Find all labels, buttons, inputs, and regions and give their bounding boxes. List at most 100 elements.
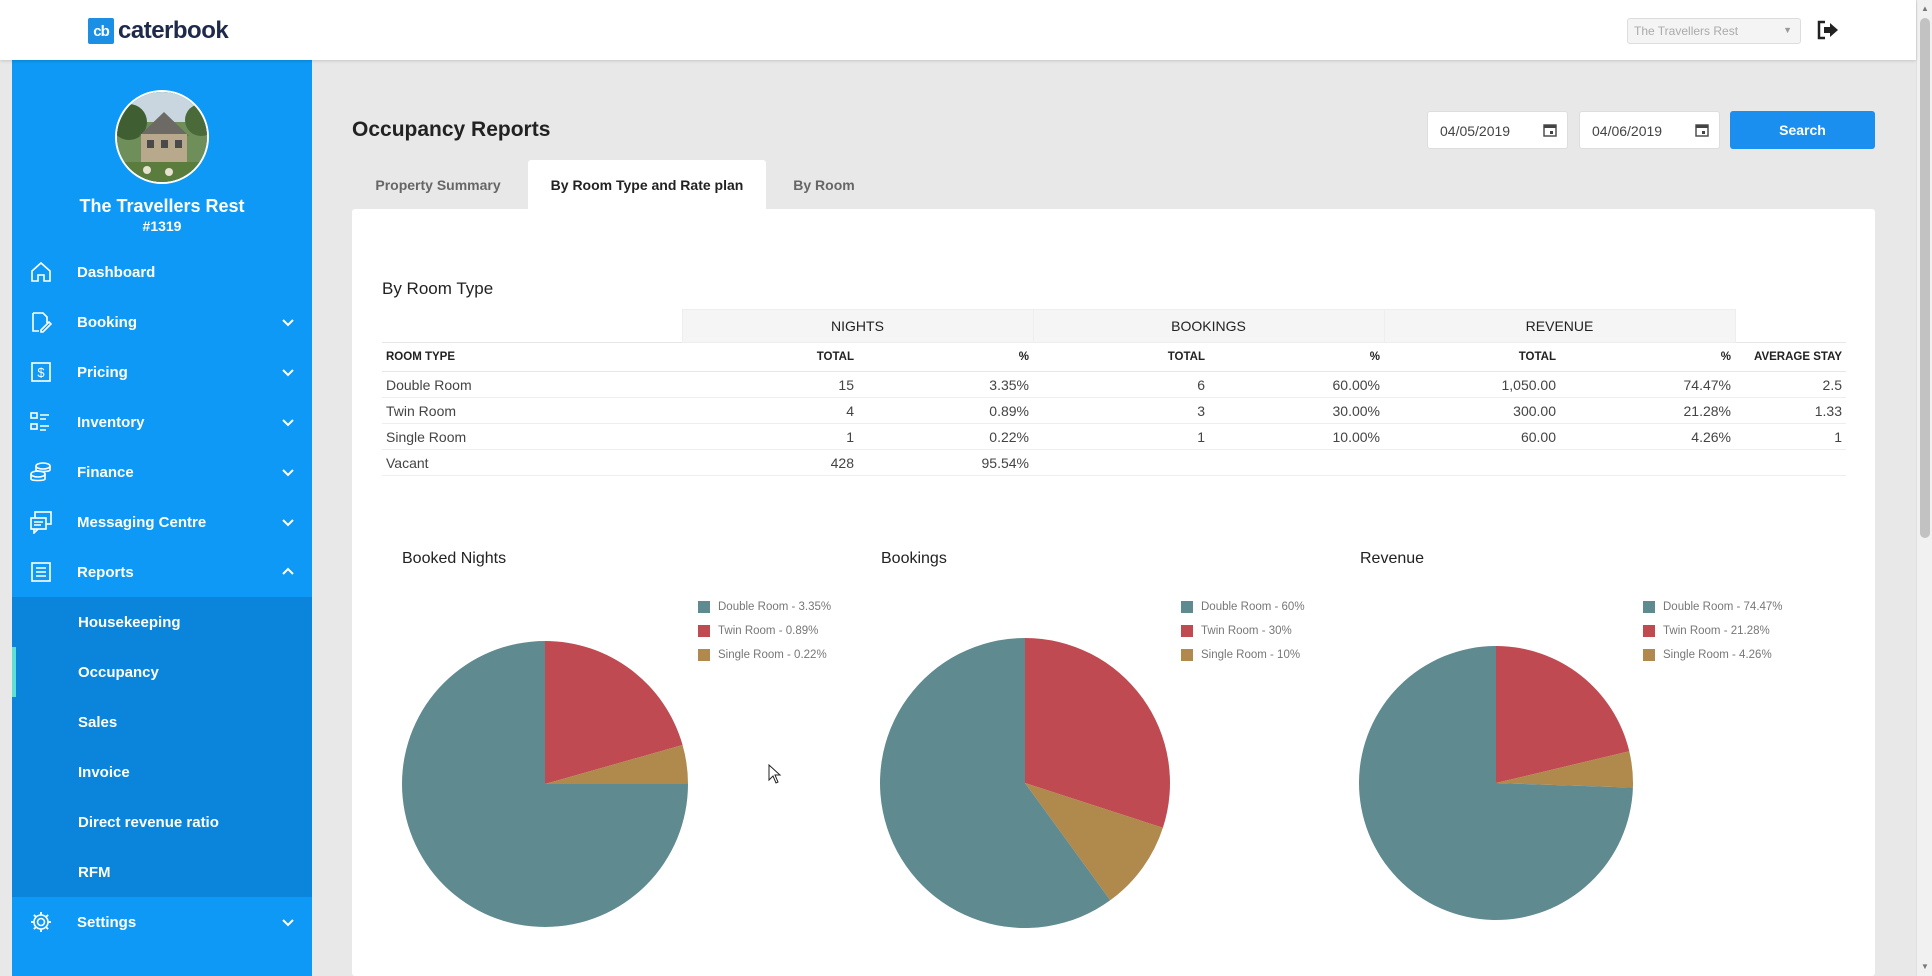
date-to-input[interactable]: 04/06/2019 [1579,111,1720,149]
chart-legend: Double Room - 60% Twin Room - 30% Single… [1181,595,1305,667]
bookings-pie-chart [879,638,1170,928]
submenu-item-invoice[interactable]: Invoice [78,763,130,781]
pie-slice-double-room[interactable] [879,638,1111,928]
pie-slice-twin-room[interactable] [1025,638,1170,828]
pie-slice-twin-room[interactable] [545,641,683,784]
tab-by-room[interactable]: By Room [793,177,855,193]
legend-item[interactable]: Twin Room - 0.89% [698,619,831,643]
pie-slice-twin-room[interactable] [1496,646,1630,783]
sidebar-item-reports[interactable]: Reports [12,547,312,597]
sidebar-item-finance[interactable]: Finance [12,447,312,497]
svg-text:$: $ [37,365,45,380]
property-avatar [115,90,209,184]
table-cell: 3 [1033,397,1209,424]
table-cell: 300.00 [1384,397,1560,424]
chart-title-bookings: Bookings [881,550,947,567]
column-header[interactable]: TOTAL [1033,342,1209,372]
legend-label: Double Room - 74.47% [1663,601,1783,613]
legend-swatch [698,601,710,613]
revenue-pie-chart [1359,646,1633,920]
column-header[interactable]: TOTAL [682,342,858,372]
sidebar-nav: Dashboard Booking $ Pricing Inventory [12,247,312,947]
legend-item[interactable]: Twin Room - 30% [1181,619,1305,643]
legend-item[interactable]: Twin Room - 21.28% [1643,619,1783,643]
legend-label: Double Room - 60% [1201,601,1305,613]
table-cell: Double Room [382,371,682,398]
legend-swatch [1181,625,1193,637]
pie-slice-single-room[interactable] [1496,751,1633,788]
calendar-icon[interactable] [1695,123,1709,137]
column-header[interactable]: % [1209,342,1384,372]
column-header[interactable]: TOTAL [1384,342,1560,372]
property-select[interactable]: The Travellers Rest ▼ [1627,18,1801,44]
legend-item[interactable]: Double Room - 60% [1181,595,1305,619]
date-from-value: 04/05/2019 [1440,123,1511,139]
sidebar-item-pricing[interactable]: $ Pricing [12,347,312,397]
calendar-icon[interactable] [1543,123,1557,137]
legend-label: Twin Room - 21.28% [1663,625,1770,637]
tab-by-room-type-and-rate-plan[interactable]: By Room Type and Rate plan [528,160,766,210]
chart-title-booked-nights: Booked Nights [402,550,507,567]
chevron-down-icon [282,419,294,427]
sidebar-item-label: Reports [77,563,134,581]
sidebar-item-inventory[interactable]: Inventory [12,397,312,447]
sidebar-item-dashboard[interactable]: Dashboard [12,247,312,297]
column-header[interactable]: AVERAGE STAY [1735,342,1846,372]
pie-slice-double-room[interactable] [1359,646,1633,920]
table-group-header: NIGHTS BOOKINGS REVENUE [382,309,1846,343]
table-cell: 74.47% [1560,371,1735,398]
submenu-item-sales[interactable]: Sales [78,713,118,731]
submenu-item-housekeeping[interactable]: Housekeeping [78,613,181,631]
sidebar-item-label: Messaging Centre [77,513,207,531]
column-header[interactable]: % [1560,342,1735,372]
edit-icon [28,309,54,335]
pie-slice-double-room[interactable] [402,641,688,927]
property-select-value: The Travellers Rest [1634,24,1739,38]
sidebar-item-settings[interactable]: Settings [12,897,312,947]
logout-icon[interactable] [1816,20,1840,40]
tab-property-summary[interactable]: Property Summary [375,177,501,193]
column-header[interactable]: ROOM TYPE [382,342,682,372]
legend-item[interactable]: Single Room - 0.22% [698,643,831,667]
sidebar-item-booking[interactable]: Booking [12,297,312,347]
pie-slice-single-room[interactable] [1025,783,1163,901]
submenu-item-direct-revenue-ratio[interactable]: Direct revenue ratio [78,813,219,831]
table-cell [1209,449,1384,476]
search-button[interactable]: Search [1730,111,1875,149]
table-cell: 30.00% [1209,397,1384,424]
table-cell: 1 [682,423,858,450]
pie-slice-single-room[interactable] [545,744,688,784]
page-scrollbar[interactable]: ▲ ▼ [1916,0,1932,976]
table-row: Double Room 15 3.35% 6 60.00% 1,050.00 7… [382,371,1846,398]
list-icon [28,409,54,435]
group-header-bookings: BOOKINGS [1032,309,1385,343]
legend-item[interactable]: Double Room - 3.35% [698,595,831,619]
sidebar-item-messaging-centre[interactable]: Messaging Centre [12,497,312,547]
property-name: The Travellers Rest [79,196,245,216]
scroll-thumb[interactable] [1920,18,1930,538]
table-group-spacer [1735,310,1846,343]
scroll-down-icon[interactable]: ▼ [1921,962,1929,971]
chart-legend: Double Room - 74.47% Twin Room - 21.28% … [1643,595,1783,667]
table-cell: Twin Room [382,397,682,424]
legend-swatch [1643,625,1655,637]
table-cell: 428 [682,449,858,476]
legend-item[interactable]: Single Room - 10% [1181,643,1305,667]
table-cell: 1,050.00 [1384,371,1560,398]
scroll-up-icon[interactable]: ▲ [1921,4,1929,13]
top-bar: cb caterbook The Travellers Rest ▼ [0,0,1916,60]
submenu-item-occupancy[interactable]: Occupancy [12,647,312,697]
date-from-input[interactable]: 04/05/2019 [1427,111,1568,149]
submenu-item-rfm[interactable]: RFM [78,863,111,881]
column-header[interactable]: % [858,342,1033,372]
chevron-down-icon [282,319,294,327]
legend-label: Twin Room - 30% [1201,625,1292,637]
legend-item[interactable]: Double Room - 74.47% [1643,595,1783,619]
legend-item[interactable]: Single Room - 4.26% [1643,643,1783,667]
caterbook-logo[interactable]: cb caterbook [88,17,229,45]
page-title: Occupancy Reports [352,118,551,141]
logo-mark: cb [88,18,114,44]
table-cell: 4.26% [1560,423,1735,450]
gear-icon [28,909,54,935]
group-header-revenue: REVENUE [1383,309,1736,343]
